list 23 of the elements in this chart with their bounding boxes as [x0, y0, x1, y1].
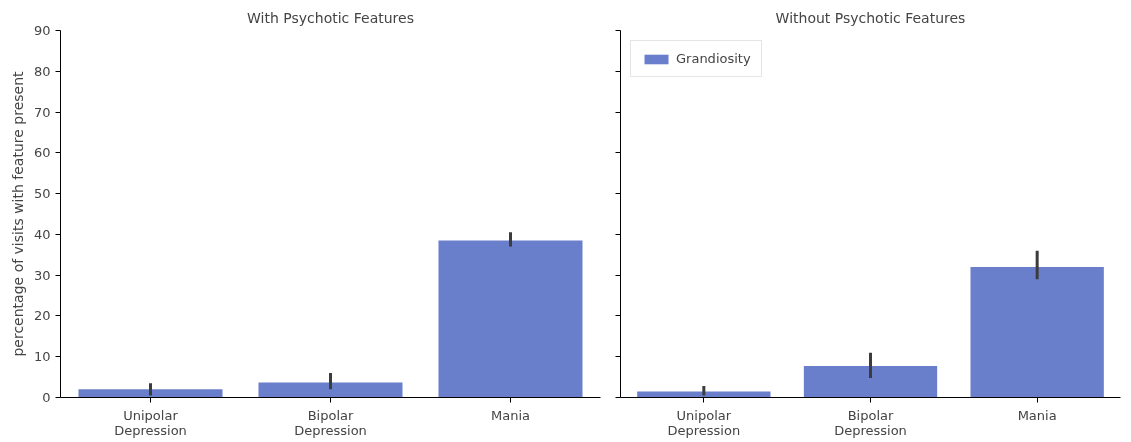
bar	[258, 382, 403, 398]
y-axis-title: percentage of visits with feature present	[9, 70, 26, 357]
y-tick-label: 90	[33, 23, 51, 38]
x-tick-label: Mania	[1017, 407, 1057, 423]
legend-label: Grandiosity	[676, 51, 751, 66]
bar	[78, 389, 223, 398]
y-tick-label: 0	[42, 390, 51, 405]
y-tick-label: 40	[33, 226, 51, 242]
x-tick-label: Bipolar Depression	[834, 407, 907, 438]
y-tick-label: 80	[33, 63, 51, 79]
y-tick-label: 50	[33, 186, 51, 202]
x-tick-label: Mania	[491, 407, 530, 423]
y-tick-label: 10	[33, 349, 51, 365]
x-tick-label: Unipolar Depression	[667, 407, 741, 438]
bar	[438, 240, 583, 398]
y-tick-label: 20	[33, 308, 51, 324]
y-tick-label: 60	[33, 145, 51, 161]
x-tick-label: Unipolar Depression	[114, 407, 187, 438]
chart-title: With Psychotic Features	[247, 9, 414, 26]
x-tick-label: Bipolar Depression	[294, 407, 367, 438]
y-tick-label: 70	[33, 104, 51, 120]
chart-title: Without Psychotic Features	[775, 9, 966, 26]
y-tick-label: 30	[33, 267, 51, 283]
